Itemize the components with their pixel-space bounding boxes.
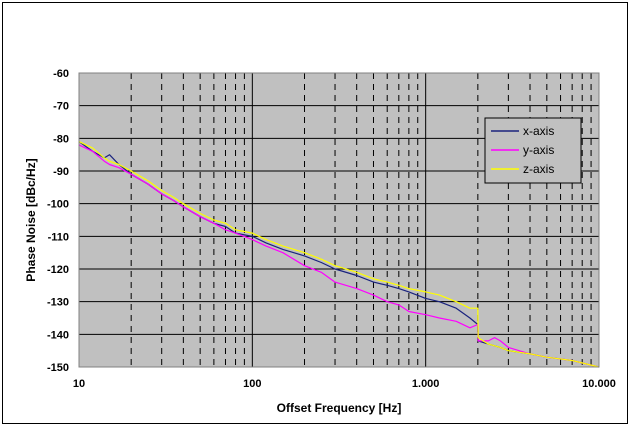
y-tick-label: -100 [47, 199, 69, 211]
x-tick-label: 10 [73, 378, 85, 390]
legend: x-axis y-axis z-axis [484, 117, 582, 184]
y-tick-label: -90 [53, 166, 69, 178]
plot-area [78, 72, 600, 368]
series-line-z-axis [78, 141, 600, 368]
y-tick-label: -110 [48, 231, 69, 243]
x-tick-label: 100 [243, 378, 261, 390]
x-axis-label: Offset Frequency [Hz] [277, 401, 402, 415]
y-tick-label: -140 [47, 329, 69, 341]
y-tick-label: -80 [53, 133, 69, 145]
x-tick-labels: 10 100 1.000 10.000 [73, 378, 616, 390]
series-line-y-axis [78, 144, 600, 368]
plot-border [78, 72, 600, 368]
y-tick-label: -60 [53, 68, 69, 80]
major-gridlines [79, 73, 599, 367]
y-tick-labels: -60 -70 -80 -90 -100 -110 -120 -130 -140 -150 [47, 68, 69, 374]
y-tick-label: -130 [47, 297, 69, 309]
legend-label: x-axis [523, 124, 554, 138]
legend-label: z-axis [523, 162, 554, 176]
y-tick-label: -70 [53, 101, 69, 113]
x-tick-label: 1.000 [412, 378, 440, 390]
x-tick-label: 10.000 [582, 378, 616, 390]
legend-label: y-axis [523, 143, 554, 157]
series-layer [78, 141, 600, 368]
y-axis-label: Phase Noise [dBc/Hz] [24, 158, 38, 281]
y-tick-label: -120 [47, 264, 69, 276]
y-tick-label: -150 [47, 362, 69, 374]
